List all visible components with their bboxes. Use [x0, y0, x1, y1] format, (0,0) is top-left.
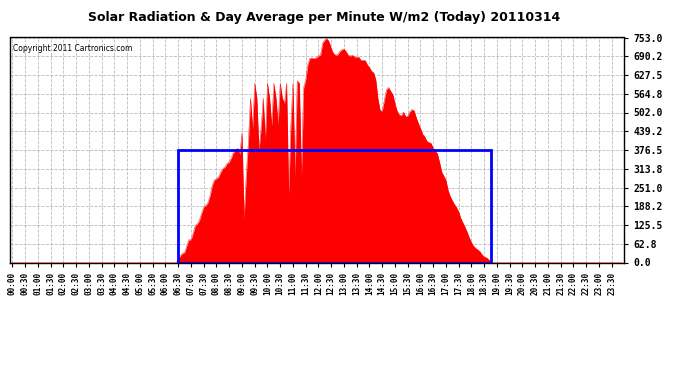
Text: Copyright 2011 Cartronics.com: Copyright 2011 Cartronics.com — [13, 44, 132, 53]
Text: Solar Radiation & Day Average per Minute W/m2 (Today) 20110314: Solar Radiation & Day Average per Minute… — [88, 11, 560, 24]
Bar — [178, 150, 491, 262]
